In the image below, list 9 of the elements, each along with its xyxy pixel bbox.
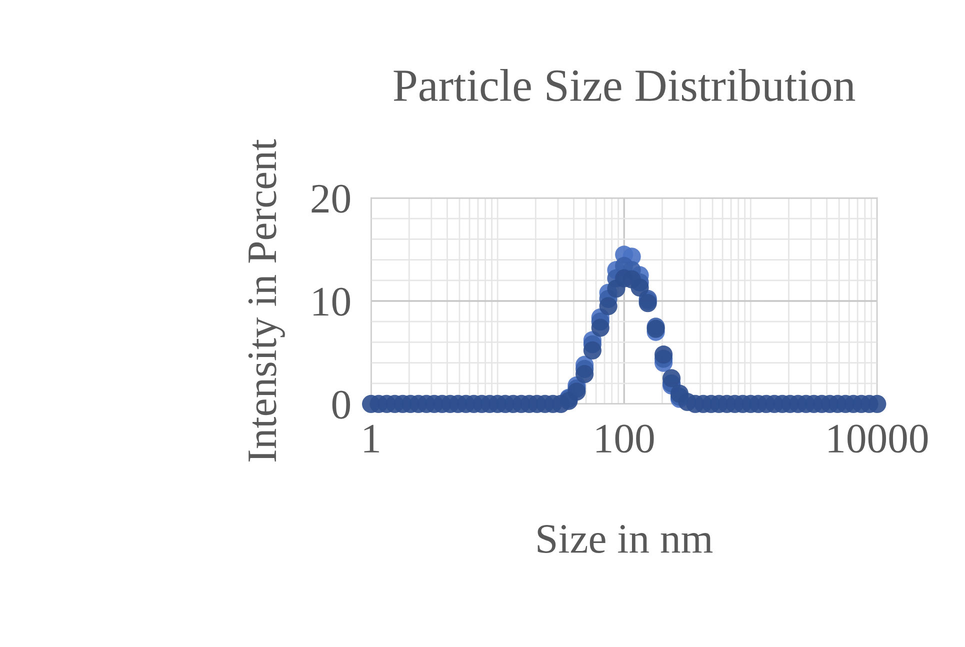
x-tick-label: 1: [364, 424, 379, 452]
y-tick-label: 10: [314, 288, 350, 316]
x-axis-title: Size in nm: [538, 525, 713, 554]
x-tick-label: 100: [596, 424, 654, 453]
x-tick-label: 10000: [828, 424, 928, 453]
y-axis-title: Intensity in Percent: [248, 139, 285, 462]
y-tick-label: 20: [312, 184, 350, 213]
y-tick-label: 0: [332, 390, 350, 419]
chart-title: Particle Size Distribution: [394, 68, 856, 102]
